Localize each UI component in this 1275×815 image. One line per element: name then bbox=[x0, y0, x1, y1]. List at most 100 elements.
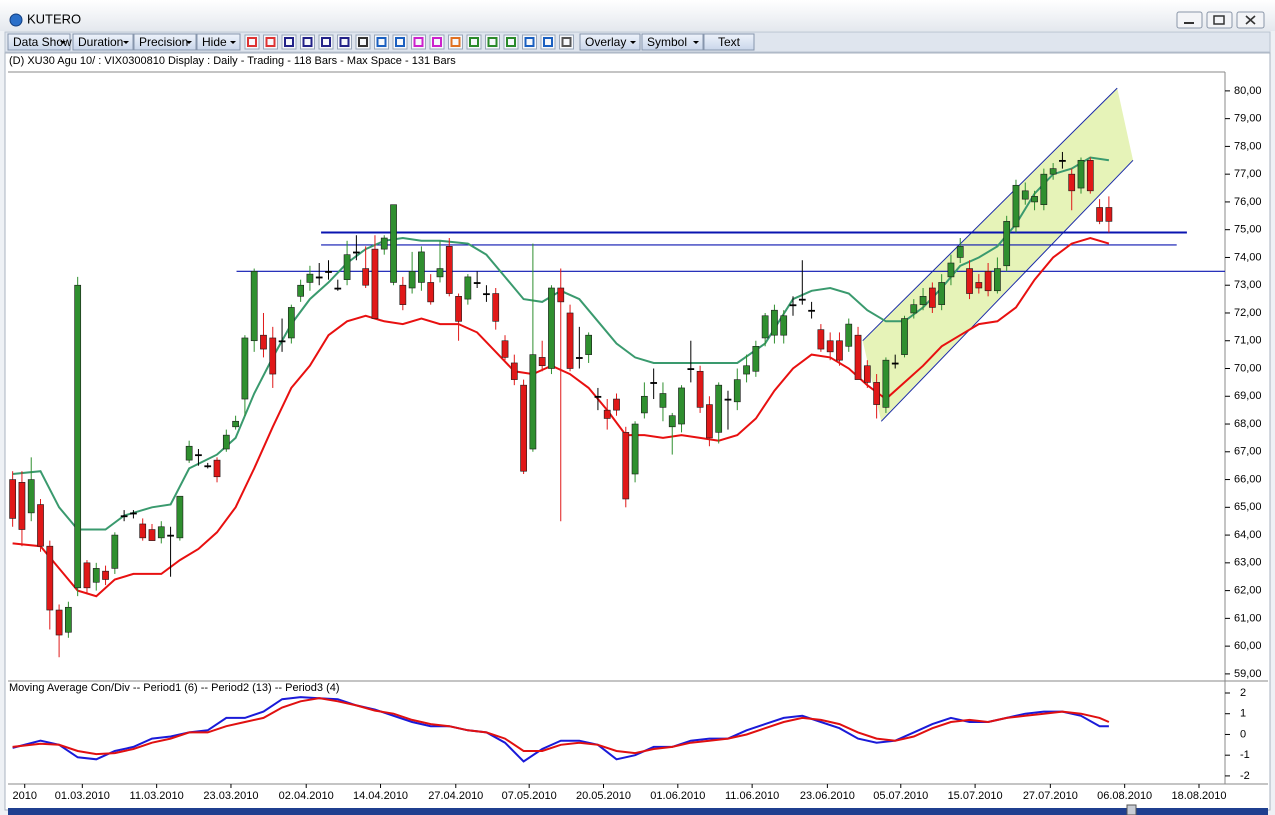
candle-body bbox=[826, 340, 834, 353]
candle-body bbox=[371, 248, 379, 319]
candle-body bbox=[455, 296, 462, 322]
candle-body bbox=[1021, 190, 1029, 200]
tool-icon-glyph bbox=[469, 37, 479, 47]
candle-body bbox=[92, 568, 100, 583]
candle-body bbox=[520, 384, 527, 472]
x-tick-label: 18.08.2010 bbox=[1171, 790, 1226, 802]
y-tick-label: 1 bbox=[1240, 708, 1246, 720]
candle-body bbox=[483, 293, 490, 296]
scrollbar[interactable] bbox=[8, 808, 1268, 815]
y-tick-label: 79,00 bbox=[1234, 113, 1262, 125]
x-tick-label: 23.06.2010 bbox=[800, 790, 855, 802]
menu-button[interactable] bbox=[72, 33, 134, 51]
x-tick-label: 07.05.2010 bbox=[502, 790, 557, 802]
candle-body bbox=[761, 315, 769, 339]
candle-body bbox=[222, 434, 230, 450]
dropdown-arrow bbox=[123, 41, 129, 44]
candle-body bbox=[325, 271, 332, 273]
candle-body bbox=[27, 479, 35, 514]
x-tick-label: 01.03.2010 bbox=[55, 790, 110, 802]
x-tick-label: 05.07.2010 bbox=[873, 790, 928, 802]
window-controls bbox=[1176, 11, 1265, 29]
dropdown-arrow bbox=[186, 41, 192, 44]
y-tick-label: 64,00 bbox=[1234, 529, 1262, 541]
candle-body bbox=[464, 276, 472, 300]
candle-body bbox=[250, 271, 258, 342]
scroll-thumb[interactable] bbox=[1126, 804, 1137, 815]
candle-body bbox=[901, 318, 908, 355]
menu-button[interactable] bbox=[7, 33, 71, 51]
candle-body bbox=[743, 365, 750, 375]
candle-body bbox=[706, 404, 713, 439]
menu-button[interactable] bbox=[196, 33, 241, 51]
candle-body bbox=[622, 432, 630, 500]
plot-area bbox=[9, 87, 1225, 658]
macd-line bbox=[12, 696, 1109, 763]
x-tick-label: 27.04.2010 bbox=[428, 790, 483, 802]
menu-button[interactable] bbox=[641, 33, 704, 51]
app-icon bbox=[9, 13, 23, 27]
x-tick-label: 01.06.2010 bbox=[650, 790, 705, 802]
x-tick-label: 02.04.2010 bbox=[279, 790, 334, 802]
candle-body bbox=[947, 262, 955, 278]
candle-body bbox=[817, 329, 825, 350]
macd-line bbox=[12, 697, 1110, 756]
candle-body bbox=[882, 359, 890, 408]
tool-icon-glyph bbox=[339, 37, 350, 47]
candle-body bbox=[650, 382, 658, 384]
candle-body bbox=[380, 237, 388, 250]
candle-body bbox=[176, 495, 184, 539]
tool-icon-glyph bbox=[395, 37, 405, 47]
x-tick-label: 2010 bbox=[12, 790, 36, 802]
menu-button[interactable] bbox=[133, 33, 197, 51]
candle-body bbox=[1031, 196, 1038, 203]
minimize-button[interactable] bbox=[1176, 11, 1203, 29]
candle-body bbox=[724, 398, 732, 401]
candle-body bbox=[418, 251, 425, 283]
candle-body bbox=[1086, 159, 1094, 192]
x-tick-label: 06.08.2010 bbox=[1097, 790, 1152, 802]
x-tick-label: 11.03.2010 bbox=[130, 790, 184, 802]
candle-body bbox=[854, 334, 862, 380]
candle-body bbox=[928, 287, 936, 308]
x-tick-label: 20.05.2010 bbox=[576, 790, 631, 802]
channel-line bbox=[880, 159, 1134, 422]
y-tick-label: 74,00 bbox=[1234, 251, 1262, 263]
x-tick-label: 15.07.2010 bbox=[948, 790, 1003, 802]
candle-body bbox=[529, 354, 537, 450]
candle-body bbox=[399, 284, 407, 305]
candle-body bbox=[390, 204, 397, 283]
tool-icon-glyph bbox=[450, 37, 461, 47]
maximize-button[interactable] bbox=[1206, 11, 1233, 29]
candle-body bbox=[557, 287, 565, 303]
tool-icon-glyph bbox=[506, 37, 516, 47]
candle-body bbox=[343, 254, 351, 280]
candle-body bbox=[315, 276, 323, 279]
candle-body bbox=[938, 282, 946, 305]
candle-body bbox=[585, 334, 592, 355]
candle-body bbox=[492, 293, 500, 322]
candle-body bbox=[752, 345, 760, 372]
tool-icon-glyph bbox=[284, 37, 294, 47]
candle-body bbox=[798, 298, 806, 301]
y-tick-label: 60,00 bbox=[1234, 640, 1262, 652]
candle-body bbox=[789, 304, 797, 307]
candle-body bbox=[408, 271, 416, 289]
candle-body bbox=[260, 334, 267, 350]
candle-body bbox=[1040, 173, 1048, 206]
candle-body bbox=[232, 420, 239, 428]
text-button[interactable] bbox=[703, 33, 755, 51]
candle-body bbox=[891, 362, 899, 365]
menu-button[interactable] bbox=[579, 33, 641, 51]
candle-body bbox=[102, 570, 109, 580]
candle-body bbox=[362, 268, 370, 286]
candle-body bbox=[120, 515, 128, 518]
candle-body bbox=[715, 384, 723, 433]
candle-body bbox=[733, 379, 741, 403]
moving-average bbox=[12, 236, 1110, 598]
tool-icon-glyph bbox=[358, 37, 368, 47]
y-tick-label: 0 bbox=[1240, 728, 1246, 740]
tool-icon-glyph bbox=[413, 37, 424, 47]
y-tick-label: 76,00 bbox=[1234, 196, 1262, 208]
